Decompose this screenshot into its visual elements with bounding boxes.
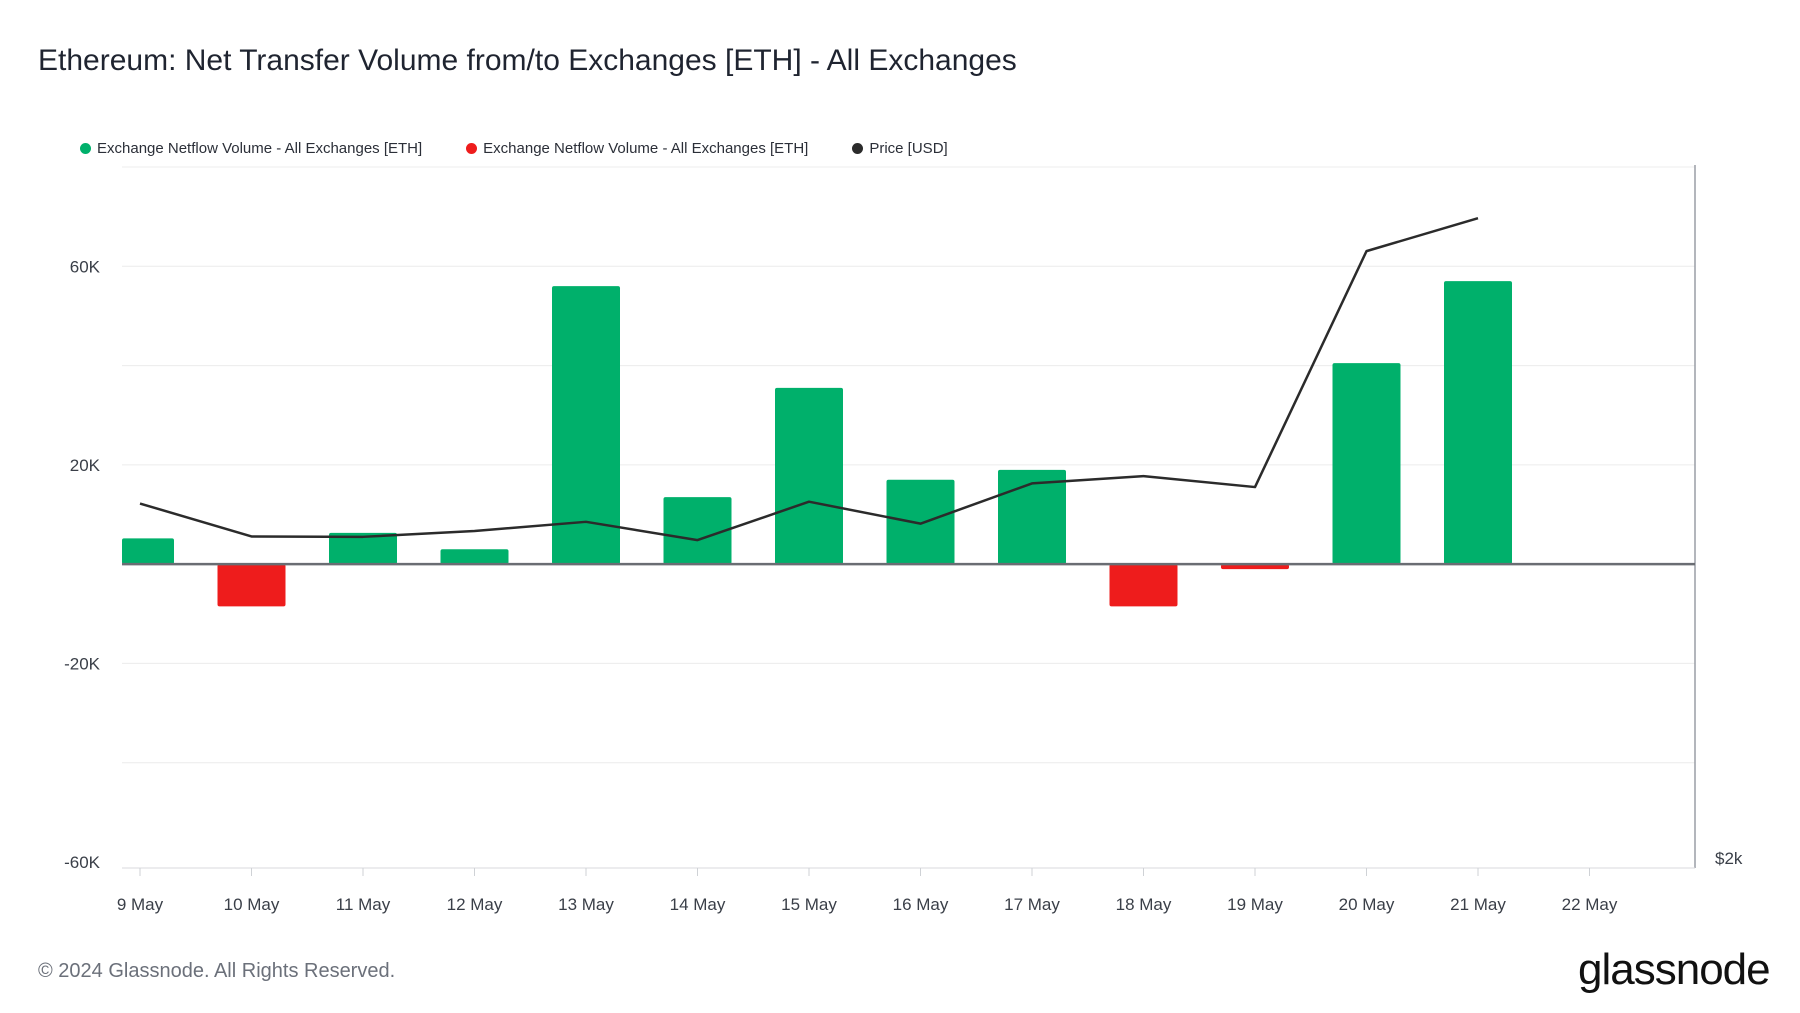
legend-label: Exchange Netflow Volume - All Exchanges … — [483, 140, 809, 157]
netflow-bar-positive — [663, 497, 732, 565]
netflow-bar-positive — [122, 538, 174, 565]
legend-dot-red — [466, 143, 478, 154]
x-tick-label: 10 May — [224, 895, 280, 914]
legend-dot-black — [852, 143, 864, 154]
glassnode-logo: glassnode — [1578, 945, 1771, 994]
y2-tick-label: $2k — [1715, 849, 1743, 868]
netflow-bar-positive — [1444, 281, 1512, 565]
x-tick-label: 12 May — [447, 895, 503, 914]
netflow-bar-positive — [329, 532, 397, 565]
x-tick-label: 21 May — [1450, 895, 1506, 914]
legend-label: Price [USD] — [869, 140, 948, 157]
legend: Exchange Netflow Volume - All Exchanges … — [80, 140, 948, 157]
chart-title: Ethereum: Net Transfer Volume from/to Ex… — [38, 44, 1017, 77]
x-tick-label: 9 May — [117, 895, 164, 914]
copyright-text: © 2024 Glassnode. All Rights Reserved. — [38, 960, 396, 982]
y-tick-label: -20K — [64, 654, 101, 673]
x-tick-label: 11 May — [336, 895, 391, 914]
x-tick-label: 14 May — [670, 895, 726, 914]
legend-item-netflow-positive[interactable]: Exchange Netflow Volume - All Exchanges … — [80, 140, 422, 157]
legend-dot-green — [80, 143, 91, 154]
netflow-bar-positive — [1332, 363, 1401, 565]
x-tick-label: 22 May — [1562, 895, 1618, 914]
x-tick-label: 13 May — [558, 895, 614, 914]
legend-item-netflow-negative[interactable]: Exchange Netflow Volume - All Exchanges … — [466, 140, 808, 157]
netflow-bar-positive — [440, 549, 509, 565]
y-tick-label: 20K — [70, 456, 101, 475]
netflow-bar-negative — [217, 564, 286, 607]
x-tick-label: 19 May — [1227, 895, 1283, 914]
netflow-bar-negative — [1109, 564, 1178, 607]
netflow-bar-positive — [998, 469, 1066, 565]
y-tick-label: 60K — [70, 257, 101, 276]
x-tick-label: 15 May — [781, 895, 837, 914]
y-tick-label: -60K — [64, 853, 101, 872]
netflow-bar-positive — [775, 387, 843, 565]
netflow-bar-positive — [552, 286, 620, 565]
price-line — [139, 217, 1479, 542]
netflow-bar-positive — [886, 479, 955, 565]
x-tick-label: 20 May — [1339, 895, 1395, 914]
x-tick-label: 18 May — [1116, 895, 1172, 914]
legend-label: Exchange Netflow Volume - All Exchanges … — [97, 140, 423, 157]
x-tick-label: 16 May — [893, 895, 949, 914]
x-tick-label: 17 May — [1004, 895, 1060, 914]
legend-item-price[interactable]: Price [USD] — [852, 140, 948, 157]
